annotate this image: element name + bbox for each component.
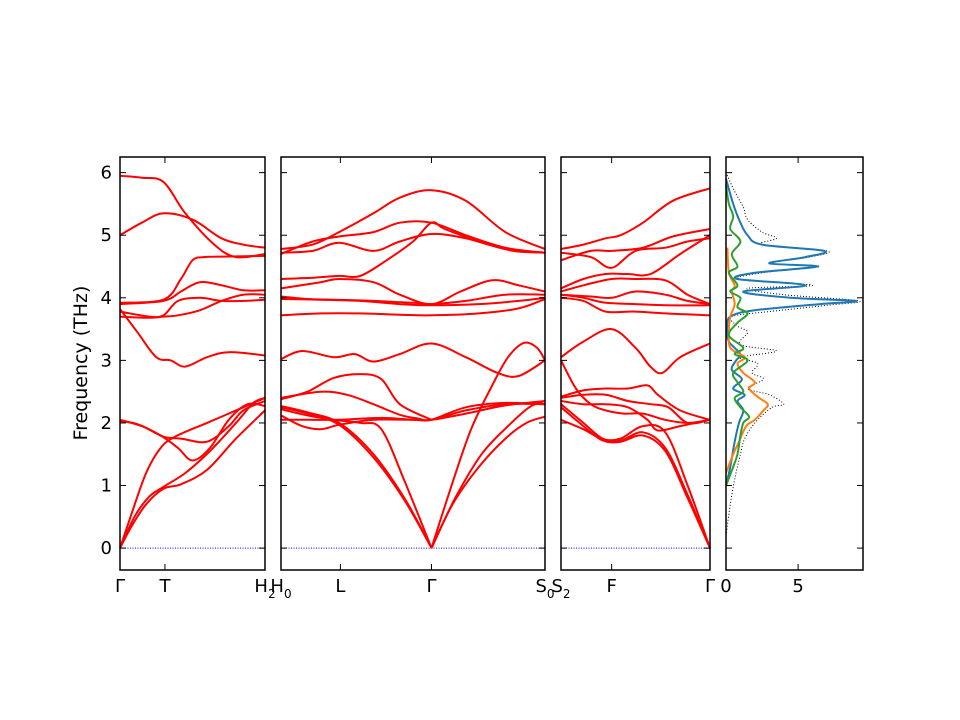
x-tick-label: 0: [720, 576, 731, 597]
x-tick-label: Γ: [115, 576, 125, 597]
panel-frame: [560, 156, 711, 571]
phonon-band: [430, 415, 546, 549]
phonon-band: [280, 390, 546, 422]
phonon-band: [119, 280, 266, 306]
y-tick-label: 4: [101, 288, 112, 309]
phonon-band: [430, 400, 546, 549]
phonon-band: [119, 402, 266, 462]
phonon-band: [280, 232, 546, 254]
phonon-band: [119, 409, 266, 549]
phonon-band: [119, 296, 266, 319]
y-tick-label: 1: [101, 476, 112, 497]
phonon-band: [560, 234, 711, 290]
x-tick-label-subscript: 2: [563, 587, 571, 601]
phonon-band: [560, 328, 711, 375]
phonon-band: [280, 220, 546, 255]
phonon-band: [280, 373, 432, 421]
y-tick-label: 2: [101, 413, 112, 434]
phonon-band: [560, 277, 711, 306]
dos-curve: [725, 185, 751, 486]
dos-curve: [725, 172, 861, 536]
phonon-band: [280, 293, 546, 306]
panel-frame: [725, 156, 864, 571]
phonon-band: [560, 187, 711, 250]
x-tick-label: Γ: [705, 576, 715, 597]
dos-curve: [725, 178, 858, 486]
x-tick-label: Γ: [426, 576, 436, 597]
phonon-band: [280, 298, 546, 317]
phonon-band: [280, 402, 546, 431]
phonon-band: [280, 405, 433, 549]
x-tick-label: F: [606, 576, 616, 597]
phonon-band: [281, 400, 546, 422]
x-tick-label-subscript: 0: [284, 587, 292, 601]
phonon-band: [280, 408, 433, 549]
phonon-band: [280, 406, 433, 549]
phonon-band: [560, 359, 711, 424]
phonon-band: [560, 290, 711, 306]
phonon-band: [280, 189, 546, 250]
phonon-band: [280, 221, 546, 280]
x-tick-label: T: [158, 576, 171, 597]
panel-frame: [119, 156, 266, 571]
phonon-band: [560, 403, 711, 549]
phonon-band: [560, 418, 711, 549]
phonon-band: [560, 293, 711, 307]
phonon-band: [560, 296, 711, 317]
phonon-band: [280, 342, 546, 378]
phonon-band: [560, 406, 711, 549]
phonon-band: [560, 384, 711, 421]
band-segment-2: H0 L Γ S0: [270, 156, 555, 601]
phonon-band: [119, 254, 266, 304]
phonon-band: [119, 212, 266, 249]
x-tick-label: 5: [792, 576, 803, 597]
x-tick-label-subscript: 0: [547, 587, 555, 601]
band-segment-3: S2 F Γ: [551, 156, 715, 601]
y-tick-label: 3: [101, 350, 112, 371]
y-axis-label: Frequency (THz): [70, 286, 92, 441]
dos-curve: [725, 247, 769, 474]
panel-frame: [280, 156, 546, 571]
y-tick-label: 6: [101, 163, 112, 184]
y-tick-label: 0: [101, 538, 112, 559]
phonon-band: [560, 228, 711, 262]
phonon-band: [119, 308, 266, 368]
phonon-band: [119, 174, 266, 259]
phonon-band: [280, 277, 546, 306]
phonon-band: [430, 341, 546, 549]
phonon-band: [560, 237, 711, 269]
y-tick-label: 5: [101, 225, 112, 246]
x-tick-label-subscript: 2: [268, 587, 276, 601]
phonon-band: [119, 396, 266, 549]
x-tick-label: L: [335, 576, 345, 597]
phonon-band: [119, 293, 266, 319]
phonon-band: [119, 396, 266, 549]
